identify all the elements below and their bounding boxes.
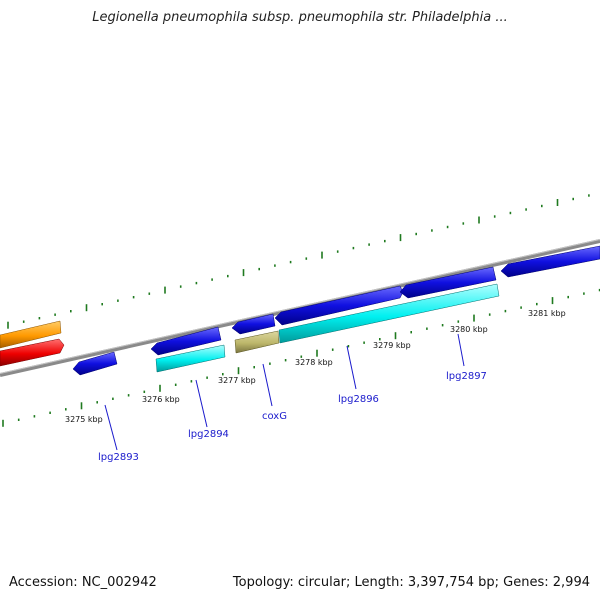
gene-feature-coxG[interactable]	[234, 330, 280, 354]
genome-summary-text: Topology: circular; Length: 3,397,754 bp…	[232, 575, 590, 590]
leader-line	[457, 333, 465, 367]
leader-line	[195, 379, 208, 428]
gene-feature-blue-b[interactable]	[150, 326, 222, 356]
gene-feature-lpg2894[interactable]	[155, 344, 226, 373]
gene-label-lpg2893[interactable]: lpg2893	[98, 452, 139, 463]
gene-feature-lpg2896[interactable]	[274, 285, 404, 326]
gene-label-lpg2896[interactable]: lpg2896	[338, 394, 379, 405]
gene-label-lpg2894[interactable]: lpg2894	[188, 429, 229, 440]
leader-line	[104, 404, 118, 451]
gene-feature-orange[interactable]	[0, 320, 62, 349]
gene-features	[0, 245, 600, 376]
gene-feature-lpg2893[interactable]	[72, 351, 118, 376]
map-title: Legionella pneumophila subsp. pneumophil…	[92, 10, 508, 25]
scale-label: 3278 kbp	[295, 358, 333, 367]
gene-feature-blue-f[interactable]	[500, 245, 600, 278]
gene-feature-cyan-long[interactable]	[278, 283, 500, 344]
scale-label: 3275 kbp	[65, 415, 103, 424]
tick-row-lower	[2, 288, 600, 427]
scale-label: 3279 kbp	[373, 341, 411, 350]
gene-feature-red[interactable]	[0, 338, 65, 367]
leader-line	[262, 363, 273, 407]
gene-feature-lpg2897[interactable]	[399, 266, 497, 299]
scale-label: 3277 kbp	[218, 376, 256, 385]
gene-label-coxG[interactable]: coxG	[262, 411, 287, 422]
scale-label: 3276 kbp	[142, 395, 180, 404]
tick-row-upper	[7, 194, 590, 329]
gene-label-lpg2897[interactable]: lpg2897	[446, 371, 487, 382]
scale-label: 3280 kbp	[450, 325, 488, 334]
scale-label: 3281 kbp	[528, 309, 566, 318]
gene-labels: lpg2893 lpg2894 coxG lpg2896 lpg2897	[98, 333, 487, 463]
gene-feature-blue-c[interactable]	[231, 313, 276, 335]
leader-line	[346, 345, 357, 390]
accession-text: Accession: NC_002942	[9, 575, 157, 590]
